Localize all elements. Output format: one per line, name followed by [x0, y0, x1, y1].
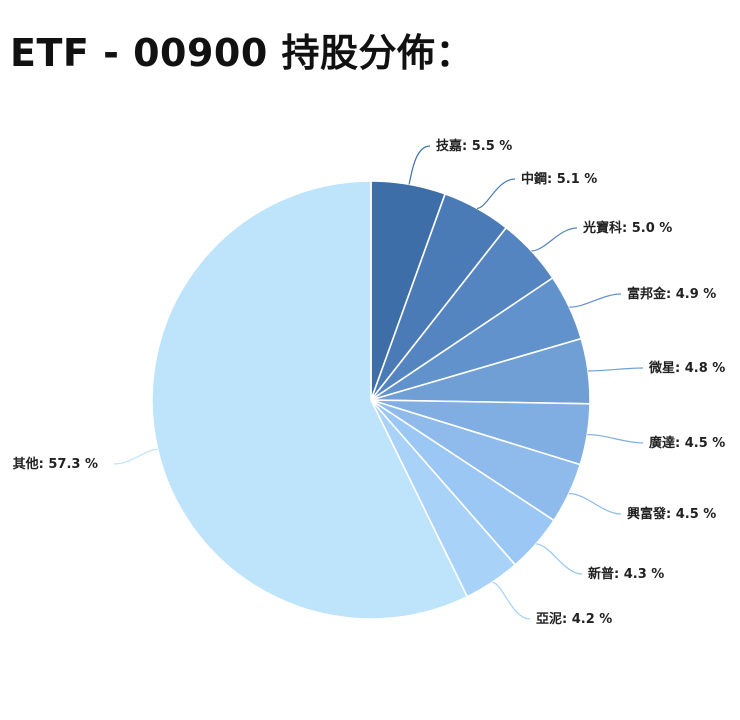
- slice-label-2: 中鋼: 5.1 %: [521, 171, 597, 187]
- connector-line-8: [535, 543, 583, 575]
- slice-label-9: 亞泥: 4.2 %: [536, 612, 612, 627]
- connector-line-5: [588, 367, 644, 372]
- connector-line-2: [476, 178, 516, 209]
- slice-label-10: 其他: 57.3 %: [13, 456, 98, 472]
- slice-label-4: 富邦金: 4.9 %: [627, 286, 716, 302]
- pie-slices: [151, 180, 591, 620]
- connector-line-6: [587, 433, 644, 444]
- slice-label-7: 興富發: 4.5 %: [627, 506, 716, 522]
- connector-line-10: [113, 448, 158, 465]
- slice-label-5: 微星: 4.8 %: [648, 360, 725, 376]
- connector-line-1: [408, 145, 431, 185]
- slice-label-1: 技嘉: 5.5 %: [436, 138, 512, 154]
- slice-label-8: 新普: 4.3 %: [588, 566, 664, 582]
- connector-line-9: [492, 581, 531, 620]
- connector-line-7: [569, 492, 622, 515]
- page-title: ETF - 00900 持股分佈：: [10, 31, 474, 75]
- slice-label-3: 光寶科: 5.0 %: [582, 220, 672, 236]
- pie-slice-10[interactable]: [151, 180, 469, 620]
- connector-line-3: [531, 227, 578, 252]
- label-connectors: [113, 145, 644, 620]
- connector-line-4: [569, 293, 622, 308]
- slice-label-6: 廣達: 4.5 %: [649, 435, 725, 451]
- slice-labels: 技嘉: 5.5 % 中鋼: 5.1 % 光寶科: 5.0 % 富邦金: 4.9 % 微星…: [13, 138, 726, 627]
